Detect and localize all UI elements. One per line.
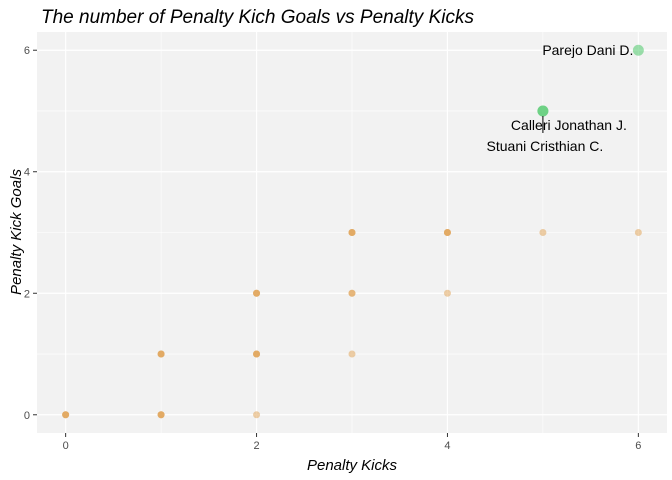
point-label: Stuani Cristhian C. [487, 138, 604, 154]
data-point [634, 229, 642, 236]
y-tick-label: 6 [24, 45, 30, 57]
x-axis-title: Penalty Kicks [307, 457, 398, 474]
highlighted-point [537, 105, 549, 117]
y-tick-label: 2 [24, 288, 30, 300]
x-tick-label: 2 [253, 440, 259, 452]
point-annotations: Parejo Dani D. Calleri Jonathan J. Stuani … [487, 42, 634, 154]
data-point [443, 289, 451, 297]
data-point [443, 229, 451, 236]
chart-title: The number of Penalty Kich Goals vs Pena… [41, 7, 474, 28]
y-tick-label: 0 [24, 410, 30, 422]
y-tick-label: 4 [24, 167, 30, 179]
y-axis-title: Penalty Kick Goals [8, 169, 25, 295]
x-tick-label: 0 [63, 440, 69, 452]
data-point [348, 350, 356, 358]
data-point [157, 411, 165, 419]
data-point [62, 411, 70, 419]
data-points [62, 44, 644, 419]
x-tick-label: 4 [444, 440, 450, 452]
data-point [539, 229, 547, 236]
data-point [253, 289, 261, 297]
x-tick-label: 6 [635, 440, 641, 452]
highlighted-point [632, 44, 644, 56]
data-point [253, 350, 261, 358]
axis-ticks: 0 2 4 6 0 2 4 6 [24, 45, 642, 452]
data-point [348, 229, 356, 236]
data-point [157, 350, 165, 358]
point-label: Parejo Dani D. [542, 42, 633, 58]
point-label: Calleri Jonathan J. [511, 117, 627, 133]
data-point [253, 411, 261, 419]
data-point [348, 289, 356, 297]
